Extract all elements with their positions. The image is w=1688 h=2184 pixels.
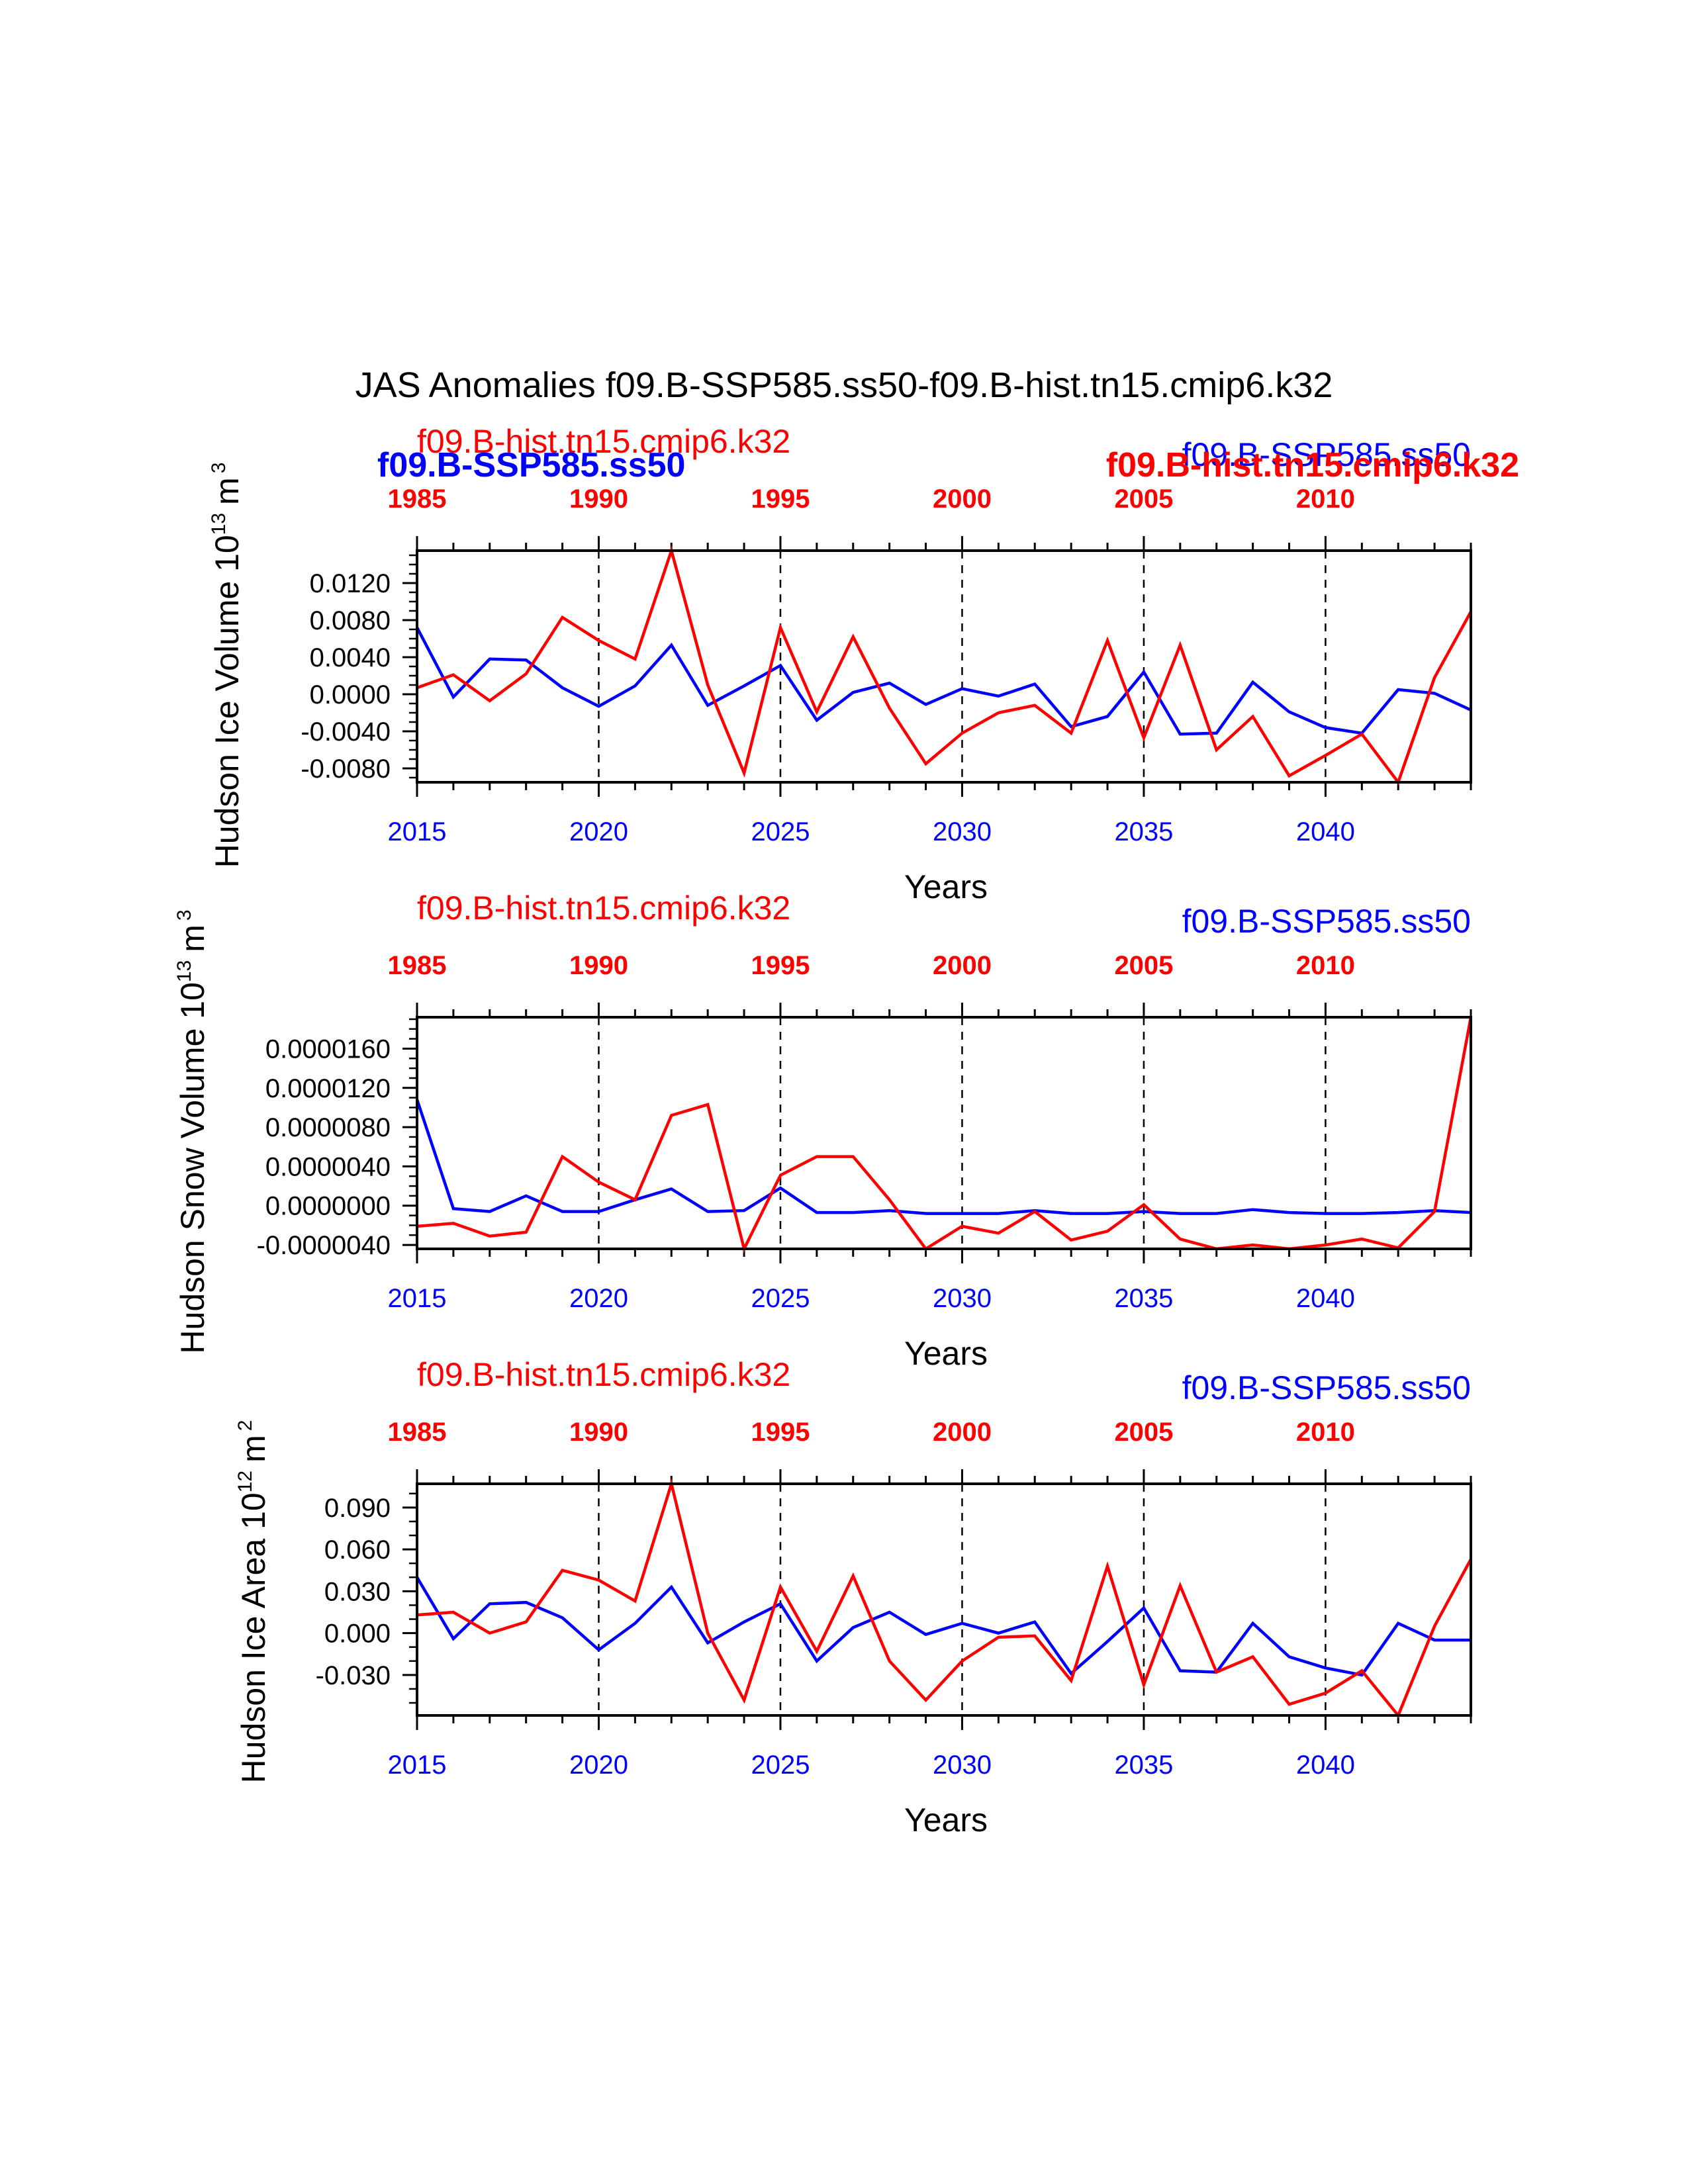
series-line-ssp585 <box>416 1576 1471 1677</box>
y-tick-label: 0.0000 <box>310 680 391 709</box>
bottom-tick-label: 2040 <box>1296 1284 1355 1313</box>
series-line-ssp585 <box>415 1099 1472 1215</box>
bottom-tick-label: 2035 <box>1114 817 1173 846</box>
series-label-right: f09.B-SSP585.ss50 <box>1182 1369 1471 1406</box>
bottom-tick-label: 2025 <box>751 1751 810 1780</box>
overlay-label-left: f09.B-SSP585.ss50 <box>377 446 685 484</box>
y-tick-label: -0.0000040 <box>257 1231 391 1260</box>
series-line-ssp585 <box>416 627 1472 736</box>
series-label-left: f09.B-hist.tn15.cmip6.k32 <box>417 889 790 927</box>
y-tick-label: 0.0000040 <box>265 1152 391 1181</box>
top-tick-label: 1990 <box>569 484 628 514</box>
y-axis-unit-exponent: 13 <box>173 960 195 982</box>
bottom-tick-label: 2035 <box>1114 1284 1173 1313</box>
y-tick-label: 0.0040 <box>310 643 391 672</box>
bottom-tick-label: 2020 <box>569 1284 628 1313</box>
top-tick-label: 1985 <box>388 484 447 514</box>
y-axis-unit-power: 2 <box>234 1420 256 1432</box>
top-tick-label: 2000 <box>933 1418 992 1447</box>
y-axis-unit-exponent: 12 <box>234 1471 256 1492</box>
bottom-tick-label: 2025 <box>751 1284 810 1313</box>
y-tick-label: 0.0000000 <box>265 1192 391 1221</box>
panel-hudson-snow-volume: f09.B-hist.tn15.cmip6.k32 f09.B-SSP585.ss… <box>173 889 1473 1372</box>
y-tick-label: 0.0080 <box>310 606 391 635</box>
bottom-tick-label: 2030 <box>933 1751 992 1780</box>
bottom-tick-label: 2020 <box>569 817 628 846</box>
y-tick-label: 0.060 <box>324 1535 391 1565</box>
bottom-tick-label: 2025 <box>751 817 810 846</box>
top-tick-label: 2005 <box>1114 951 1173 980</box>
series-label-right: f09.B-SSP585.ss50 <box>1182 436 1471 473</box>
bottom-tick-label: 2040 <box>1296 817 1355 846</box>
x-axis-title: Years <box>904 1335 988 1372</box>
x-axis-title: Years <box>904 1801 988 1839</box>
top-tick-label: 1990 <box>569 951 628 980</box>
bottom-tick-label: 2035 <box>1114 1751 1173 1780</box>
y-tick-label: 0.0000120 <box>265 1074 391 1103</box>
top-tick-label: 2010 <box>1296 484 1355 514</box>
y-axis-unit-base: m <box>235 1435 272 1463</box>
y-axis-unit-power: 3 <box>208 463 230 474</box>
bottom-tick-label: 2030 <box>933 1284 992 1313</box>
top-tick-label: 2010 <box>1296 951 1355 980</box>
top-tick-label: 2010 <box>1296 1418 1355 1447</box>
plot-frame <box>416 549 1472 784</box>
top-tick-label: 1995 <box>751 951 810 980</box>
top-tick-label: 1985 <box>388 1418 447 1447</box>
top-tick-label: 2005 <box>1114 1418 1173 1447</box>
overlay-label-right: f09.B-hist.tn15.cmip6.k32 <box>1106 446 1519 484</box>
x-axis-title: Years <box>904 868 988 905</box>
y-tick-label: 0.0000080 <box>265 1113 391 1142</box>
y-tick-label: -0.0080 <box>301 754 391 784</box>
y-tick-label: 0.090 <box>324 1494 391 1523</box>
y-tick-label: -0.0040 <box>301 717 391 747</box>
top-tick-label: 1995 <box>751 1418 810 1447</box>
y-axis-title: Hudson Ice Volume 1013 m 3 <box>208 463 246 868</box>
y-tick-label: 0.0120 <box>310 569 391 598</box>
top-tick-label: 2005 <box>1114 484 1173 514</box>
series-label-right: f09.B-SSP585.ss50 <box>1182 903 1471 940</box>
plot-frame <box>416 1016 1472 1250</box>
bottom-tick-label: 2040 <box>1296 1751 1355 1780</box>
top-tick-label: 1995 <box>751 484 810 514</box>
bottom-tick-label: 2030 <box>933 817 992 846</box>
bottom-tick-label: 2015 <box>388 1751 447 1780</box>
y-axis-unit-base: m <box>174 925 211 952</box>
panel-hudson-ice-area: f09.B-hist.tn15.cmip6.k32 f09.B-SSP585.ss… <box>234 1356 1472 1839</box>
y-tick-label: 0.0000160 <box>265 1034 391 1064</box>
top-tick-label: 2000 <box>933 951 992 980</box>
plot-frame <box>416 1482 1472 1717</box>
bottom-tick-label: 2015 <box>388 817 447 846</box>
series-line-hist <box>416 1478 1472 1719</box>
y-axis-title-text: Hudson Snow Volume 10 <box>174 982 211 1353</box>
bottom-tick-label: 2020 <box>569 1751 628 1780</box>
top-tick-label: 1990 <box>569 1418 628 1447</box>
figure-title: JAS Anomalies f09.B-SSP585.ss50-f09.B-hi… <box>355 365 1333 405</box>
series-label-left: f09.B-hist.tn15.cmip6.k32 <box>417 1356 790 1393</box>
y-axis-unit-power: 3 <box>173 909 195 921</box>
top-tick-label: 2000 <box>933 484 992 514</box>
y-axis-title-text: Hudson Ice Area 10 <box>235 1492 272 1783</box>
y-axis-title-text: Hudson Ice Volume 10 <box>209 535 246 868</box>
y-axis-title: Hudson Snow Volume 1013 m 3 <box>173 909 211 1353</box>
panel-hudson-ice-volume: f09.B-hist.tn15.cmip6.k32 f09.B-SSP585.ss… <box>208 423 1519 905</box>
top-tick-label: 1985 <box>388 951 447 980</box>
y-tick-label: 0.000 <box>324 1619 391 1649</box>
bottom-tick-label: 2015 <box>388 1284 447 1313</box>
y-tick-label: -0.030 <box>316 1661 391 1690</box>
series-line-hist <box>416 545 1472 786</box>
y-axis-unit-exponent: 13 <box>208 513 230 535</box>
y-axis-unit-base: m <box>209 477 246 505</box>
series-label-left: f09.B-hist.tn15.cmip6.k32 <box>417 423 790 460</box>
y-tick-label: 0.030 <box>324 1577 391 1606</box>
y-axis-title: Hudson Ice Area 1012 m 2 <box>234 1420 272 1784</box>
